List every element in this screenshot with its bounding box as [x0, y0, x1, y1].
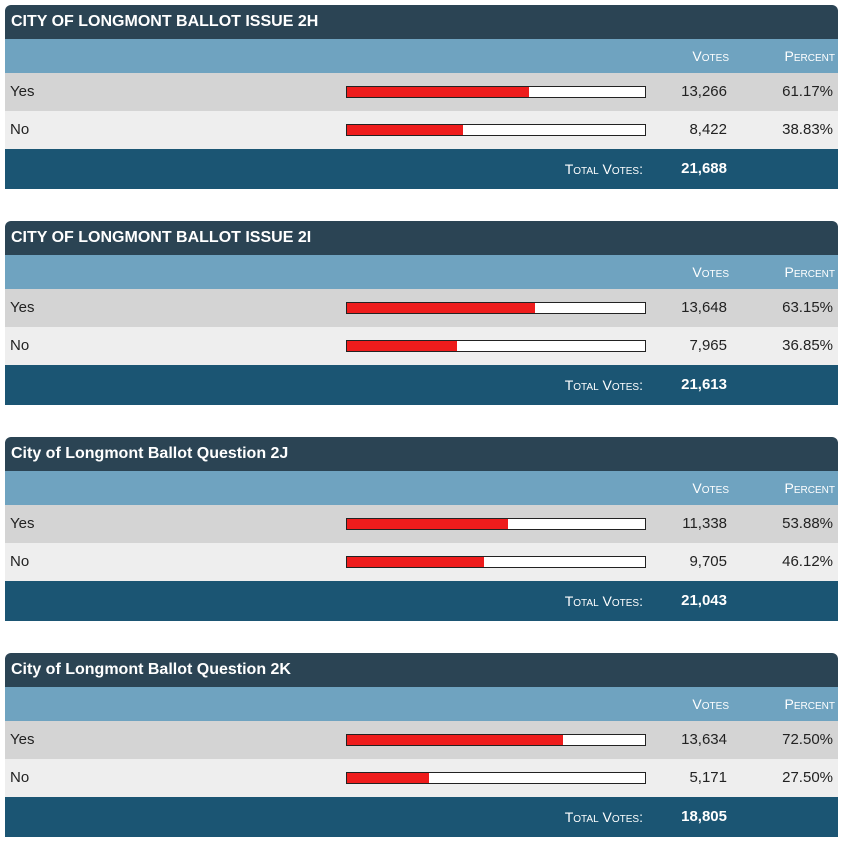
choice-row-yes: Yes 13,266 61.17% — [5, 73, 838, 111]
choice-percent: 63.15% — [782, 299, 833, 316]
percent-column-header: Percent — [784, 480, 835, 496]
total-votes-row: Total Votes: 21,043 — [5, 581, 838, 621]
total-votes-row: Total Votes: 21,613 — [5, 365, 838, 405]
choice-name: Yes — [10, 731, 35, 748]
choice-name: No — [10, 337, 30, 354]
race-card: CITY OF LONGMONT BALLOT ISSUE 2H Votes P… — [5, 5, 838, 189]
choice-name: Yes — [10, 83, 35, 100]
choice-row-yes: Yes 13,648 63.15% — [5, 289, 838, 327]
votes-column-header: Votes — [692, 48, 729, 64]
choice-row-no: No 5,171 27.50% — [5, 759, 838, 797]
race-title: CITY OF LONGMONT BALLOT ISSUE 2H — [5, 5, 838, 39]
vote-share-fill — [347, 773, 429, 783]
choice-votes: 7,965 — [689, 337, 727, 354]
votes-column-header: Votes — [692, 696, 729, 712]
race-header: Votes Percent — [5, 471, 838, 505]
percent-column-header: Percent — [784, 48, 835, 64]
total-votes-label: Total Votes: — [564, 593, 643, 609]
choice-name: Yes — [10, 299, 35, 316]
total-votes-label: Total Votes: — [564, 809, 643, 825]
total-votes-row: Total Votes: 18,805 — [5, 797, 838, 837]
choice-votes: 11,338 — [682, 515, 727, 532]
choice-votes: 5,171 — [689, 769, 727, 786]
choice-percent: 38.83% — [782, 121, 833, 138]
choice-percent: 27.50% — [782, 769, 833, 786]
vote-share-bar — [346, 518, 646, 530]
vote-share-bar — [346, 772, 646, 784]
vote-share-bar — [346, 302, 646, 314]
vote-share-bar — [346, 734, 646, 746]
percent-column-header: Percent — [784, 264, 835, 280]
race-header: Votes Percent — [5, 39, 838, 73]
race-header: Votes Percent — [5, 255, 838, 289]
total-votes-value: 18,805 — [681, 808, 727, 825]
choice-row-no: No 8,422 38.83% — [5, 111, 838, 149]
race-title: CITY OF LONGMONT BALLOT ISSUE 2I — [5, 221, 838, 255]
vote-share-fill — [347, 557, 485, 567]
choice-row-no: No 9,705 46.12% — [5, 543, 838, 581]
percent-column-header: Percent — [784, 696, 835, 712]
choice-votes: 13,648 — [681, 299, 727, 316]
total-votes-label: Total Votes: — [564, 161, 643, 177]
race-card: CITY OF LONGMONT BALLOT ISSUE 2I Votes P… — [5, 221, 838, 405]
choice-name: Yes — [10, 515, 35, 532]
race-card: City of Longmont Ballot Question 2K Vote… — [5, 653, 838, 837]
choice-votes: 13,266 — [681, 83, 727, 100]
vote-share-fill — [347, 87, 530, 97]
choice-row-yes: Yes 11,338 53.88% — [5, 505, 838, 543]
choice-percent: 46.12% — [782, 553, 833, 570]
vote-share-fill — [347, 303, 536, 313]
total-votes-value: 21,688 — [681, 160, 727, 177]
race-header: Votes Percent — [5, 687, 838, 721]
choice-percent: 61.17% — [782, 83, 833, 100]
vote-share-bar — [346, 556, 646, 568]
vote-share-fill — [347, 519, 508, 529]
vote-share-bar — [346, 340, 646, 352]
votes-column-header: Votes — [692, 480, 729, 496]
vote-share-fill — [347, 735, 564, 745]
votes-column-header: Votes — [692, 264, 729, 280]
total-votes-value: 21,043 — [681, 592, 727, 609]
choice-name: No — [10, 553, 30, 570]
choice-name: No — [10, 769, 30, 786]
race-title: City of Longmont Ballot Question 2J — [5, 437, 838, 471]
race-card: City of Longmont Ballot Question 2J Vote… — [5, 437, 838, 621]
total-votes-row: Total Votes: 21,688 — [5, 149, 838, 189]
vote-share-bar — [346, 86, 646, 98]
vote-share-bar — [346, 124, 646, 136]
vote-share-fill — [347, 125, 463, 135]
race-title: City of Longmont Ballot Question 2K — [5, 653, 838, 687]
choice-votes: 13,634 — [681, 731, 727, 748]
choice-row-no: No 7,965 36.85% — [5, 327, 838, 365]
total-votes-value: 21,613 — [681, 376, 727, 393]
choice-row-yes: Yes 13,634 72.50% — [5, 721, 838, 759]
choice-percent: 72.50% — [782, 731, 833, 748]
choice-votes: 9,705 — [689, 553, 727, 570]
total-votes-label: Total Votes: — [564, 377, 643, 393]
choice-percent: 53.88% — [782, 515, 833, 532]
choice-name: No — [10, 121, 30, 138]
vote-share-fill — [347, 341, 457, 351]
choice-votes: 8,422 — [689, 121, 727, 138]
choice-percent: 36.85% — [782, 337, 833, 354]
